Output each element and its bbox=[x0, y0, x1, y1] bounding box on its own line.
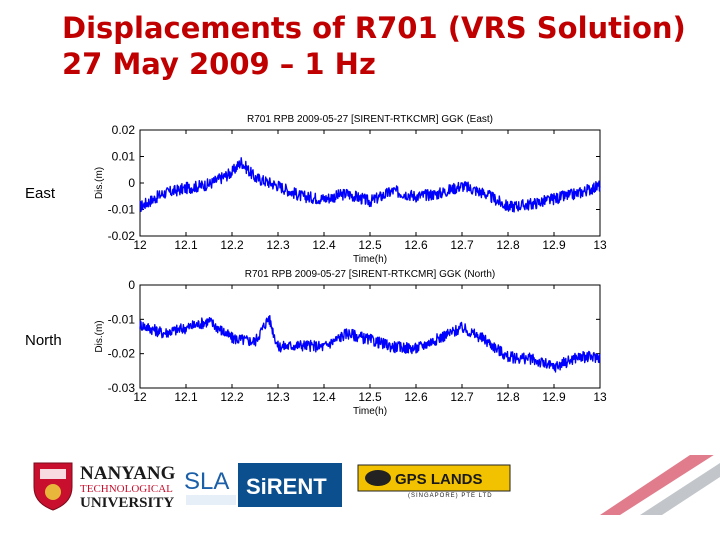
east-x-tick-label: 12.5 bbox=[358, 238, 382, 252]
east-x-tick-label: 12.7 bbox=[450, 238, 474, 252]
ntu-crest-icon bbox=[33, 462, 73, 511]
east-x-tick-label: 12 bbox=[133, 238, 147, 252]
sponsor-logos: NANYANG TECHNOLOGICAL UNIVERSITY SLA SiR… bbox=[33, 455, 720, 515]
north-x-tick-label: 12.4 bbox=[312, 390, 336, 404]
east-x-axis-label: Time(h) bbox=[353, 254, 387, 265]
north-chart-title: R701 RPB 2009-05-27 [SIRENT-RTKCMR] GGK … bbox=[245, 269, 495, 280]
sla-tagline-icon bbox=[186, 495, 236, 505]
east-y-tick-label: 0 bbox=[128, 176, 135, 190]
north-x-tick-label: 12.3 bbox=[266, 390, 290, 404]
corner-swoosh-grey-icon bbox=[640, 463, 720, 515]
corner-swoosh-icon bbox=[600, 455, 714, 515]
east-x-tick-label: 13 bbox=[593, 238, 607, 252]
title-line-1: Displacements of R701 (VRS Solution) bbox=[62, 11, 686, 45]
east-y-tick-label: -0.01 bbox=[108, 203, 136, 217]
north-x-tick-label: 13 bbox=[593, 390, 607, 404]
east-series-line bbox=[139, 157, 601, 213]
east-y-tick-label: 0.02 bbox=[112, 123, 136, 137]
ntu-name-line-1: NANYANG bbox=[80, 463, 176, 484]
north-y-axis-label: Dis.(m) bbox=[94, 320, 105, 352]
east-x-tick-label: 12.9 bbox=[542, 238, 566, 252]
north-x-axis-label: Time(h) bbox=[353, 406, 387, 417]
north-x-tick-label: 12.6 bbox=[404, 390, 428, 404]
north-x-tick-label: 12.9 bbox=[542, 390, 566, 404]
east-y-tick-label: -0.02 bbox=[108, 229, 136, 243]
sla-logo-text: SLA bbox=[184, 468, 229, 495]
gps-lands-swoosh-icon bbox=[365, 470, 391, 486]
north-y-tick-label: 0 bbox=[128, 278, 135, 292]
north-y-tick-label: -0.01 bbox=[108, 312, 136, 326]
north-series-line bbox=[139, 315, 601, 373]
east-x-tick-label: 12.1 bbox=[174, 238, 198, 252]
sirent-logo-icon bbox=[238, 463, 342, 507]
gps-lands-logo-text: GPS LANDS bbox=[395, 471, 483, 488]
east-y-tick-label: 0.01 bbox=[112, 150, 136, 164]
north-label: North bbox=[25, 332, 62, 349]
east-label: East bbox=[25, 185, 56, 202]
east-chart-title: R701 RPB 2009-05-27 [SIRENT-RTKCMR] GGK … bbox=[247, 114, 493, 125]
ntu-name-line-2: TECHNOLOGICAL bbox=[80, 483, 173, 495]
east-x-tick-label: 12.2 bbox=[220, 238, 244, 252]
title-line-2: 27 May 2009 – 1 Hz bbox=[62, 47, 376, 81]
sirent-logo-text: SiRENT bbox=[246, 474, 327, 499]
north-x-tick-label: 12.1 bbox=[174, 390, 198, 404]
north-x-tick-label: 12.2 bbox=[220, 390, 244, 404]
east-x-tick-label: 12.8 bbox=[496, 238, 520, 252]
east-x-tick-label: 12.6 bbox=[404, 238, 428, 252]
displacement-charts: R701 RPB 2009-05-27 [SIRENT-RTKCMR] GGK … bbox=[94, 114, 607, 417]
east-y-axis-label: Dis.(m) bbox=[94, 167, 105, 199]
ntu-name-line-3: UNIVERSITY bbox=[80, 495, 174, 511]
north-y-tick-label: -0.03 bbox=[108, 381, 136, 395]
north-y-tick-label: -0.02 bbox=[108, 347, 136, 361]
north-x-tick-label: 12.7 bbox=[450, 390, 474, 404]
slide-title: Displacements of R701 (VRS Solution) 27 … bbox=[62, 10, 686, 82]
gps-lands-sub-text: (SINGAPORE) PTE LTD bbox=[408, 493, 493, 499]
north-x-tick-label: 12.5 bbox=[358, 390, 382, 404]
north-x-tick-label: 12.8 bbox=[496, 390, 520, 404]
east-x-tick-label: 12.3 bbox=[266, 238, 290, 252]
east-x-tick-label: 12.4 bbox=[312, 238, 336, 252]
north-x-tick-label: 12 bbox=[133, 390, 147, 404]
